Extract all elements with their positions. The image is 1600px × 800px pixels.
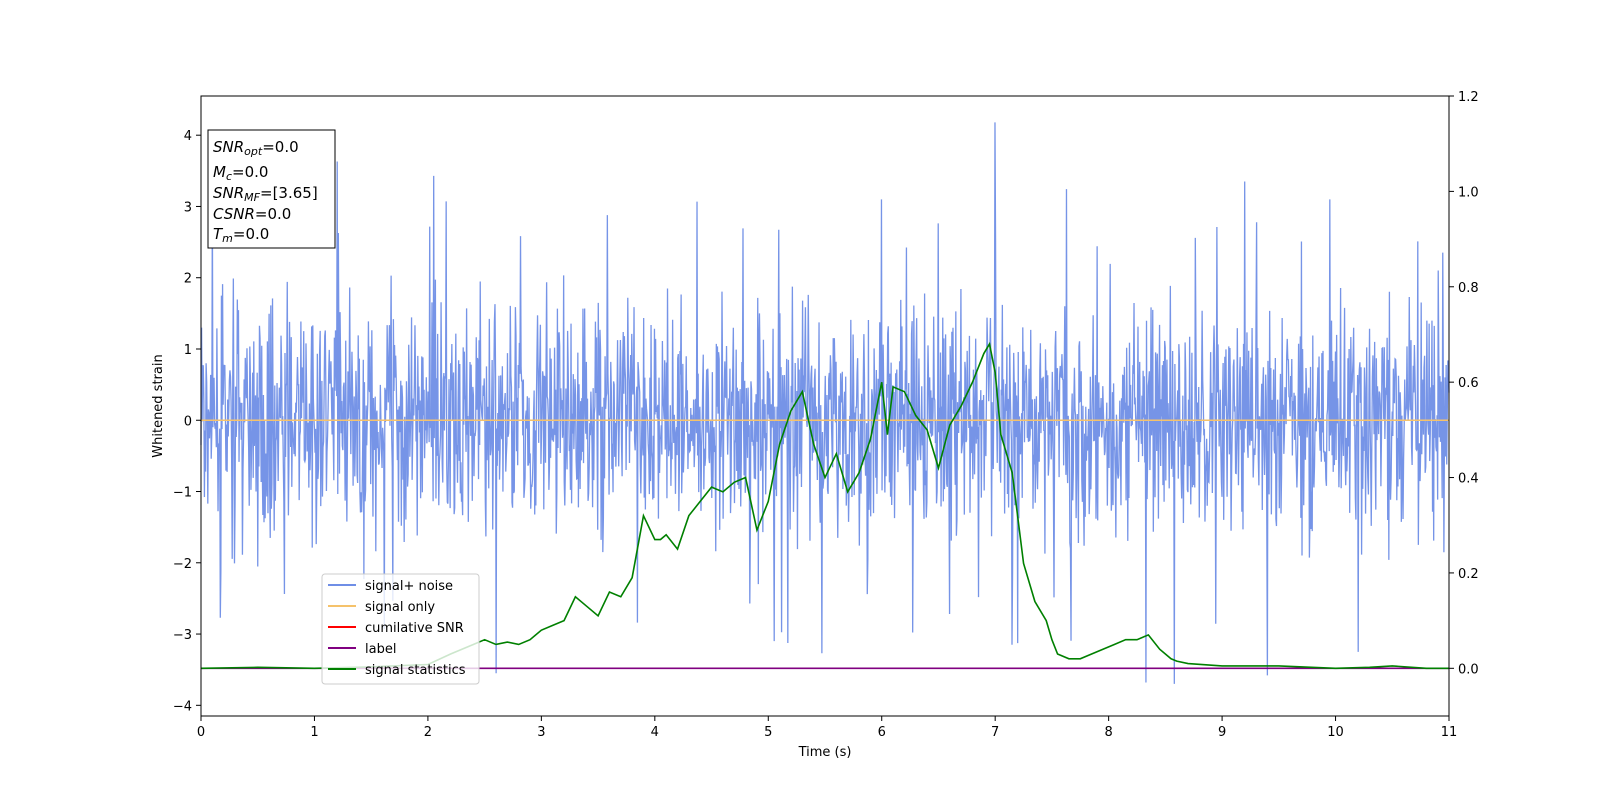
- legend-label-signal-statistics: signal statistics: [365, 663, 466, 678]
- info-csnr-main: CSNR: [213, 205, 255, 223]
- legend-frame: [321, 573, 480, 685]
- info-tm-main: T: [213, 225, 224, 243]
- info-tm-sub: m: [222, 232, 233, 245]
- y-tick-label: −2: [173, 557, 192, 572]
- x-tick-label: 9: [1218, 725, 1226, 740]
- x-tick-label: 11: [1441, 725, 1458, 740]
- y-right-tick-label: 0.4: [1458, 472, 1479, 487]
- info-csnr: CSNR=0.0: [213, 205, 291, 223]
- info-snr-mf-main: SNR: [213, 184, 244, 202]
- info-mc: Mc=0.0: [213, 163, 268, 183]
- y-right-tick-label: 0.2: [1458, 567, 1479, 582]
- y-right-tick-label: 1.2: [1458, 90, 1479, 105]
- series-line-signal-noise: [200, 122, 1450, 684]
- info-snr-mf: SNRMF=[3.65]: [213, 184, 318, 204]
- info-mc-main: M: [213, 163, 226, 181]
- x-tick-label: 0: [197, 725, 205, 740]
- series-line-signal-statistics: [200, 341, 1449, 670]
- x-tick-label: 6: [878, 725, 886, 740]
- axes-layer: 0 1 2 3 4 5 6 7 8 9 10 11 −4 −3 −2 −1 0 1 2 3 4 0.0 0.2 0.4 0.6 0…: [173, 90, 1479, 740]
- y-tick-label: 1: [184, 343, 192, 358]
- x-tick-label: 2: [424, 725, 432, 740]
- info-snr-opt-main: SNR: [213, 138, 244, 156]
- y-tick-label: 2: [184, 272, 192, 287]
- y-tick-label: −4: [173, 699, 192, 714]
- y-tick-label: 3: [184, 200, 192, 215]
- y-right-tick-label: 1.0: [1458, 185, 1479, 200]
- x-tick-label: 1: [310, 725, 318, 740]
- info-box: SNRopt=0.0 Mc=0.0 SNRMF=[3.65] CSNR=0.0 …: [207, 129, 336, 249]
- info-snr-opt-sub: opt: [244, 145, 263, 158]
- info-snr-mf-value: =[3.65]: [260, 184, 318, 202]
- legend-label-cumulative-snr: cumilative SNR: [365, 621, 464, 636]
- y-right-tick-label: 0.8: [1458, 281, 1479, 296]
- y-tick-label: 0: [184, 414, 192, 429]
- legend: signal+ noise signal only cumilative SNR…: [321, 573, 480, 685]
- legend-label-signal-only: signal only: [365, 600, 435, 615]
- info-tm: Tm=0.0: [213, 225, 269, 245]
- info-snr-mf-sub: MF: [244, 191, 260, 204]
- info-tm-value: =0.0: [233, 225, 269, 243]
- x-tick-label: 5: [764, 725, 772, 740]
- plot-frame: [200, 95, 1450, 717]
- info-box-frame: [207, 129, 336, 249]
- y-tick-label: −1: [173, 486, 192, 501]
- info-snr-opt: SNRopt=0.0: [213, 138, 299, 158]
- x-axis-label: Time (s): [798, 745, 852, 760]
- x-tick-label: 4: [651, 725, 659, 740]
- info-mc-value: =0.0: [232, 163, 268, 181]
- legend-label-label: label: [365, 642, 396, 657]
- x-tick-label: 8: [1104, 725, 1112, 740]
- x-tick-label: 10: [1327, 725, 1344, 740]
- y-right-tick-label: 0.6: [1458, 376, 1479, 391]
- info-snr-opt-value: =0.0: [262, 138, 298, 156]
- legend-label-signal-noise: signal+ noise: [365, 579, 453, 594]
- x-tick-label: 7: [991, 725, 999, 740]
- y-axis-label: Whitened strain: [151, 354, 166, 457]
- y-tick-label: −3: [173, 628, 192, 643]
- info-mc-sub: c: [226, 170, 232, 183]
- info-csnr-value: =0.0: [255, 205, 291, 223]
- y-tick-label: 4: [184, 129, 192, 144]
- x-tick-label: 3: [537, 725, 545, 740]
- y-right-tick-label: 0.0: [1458, 662, 1479, 677]
